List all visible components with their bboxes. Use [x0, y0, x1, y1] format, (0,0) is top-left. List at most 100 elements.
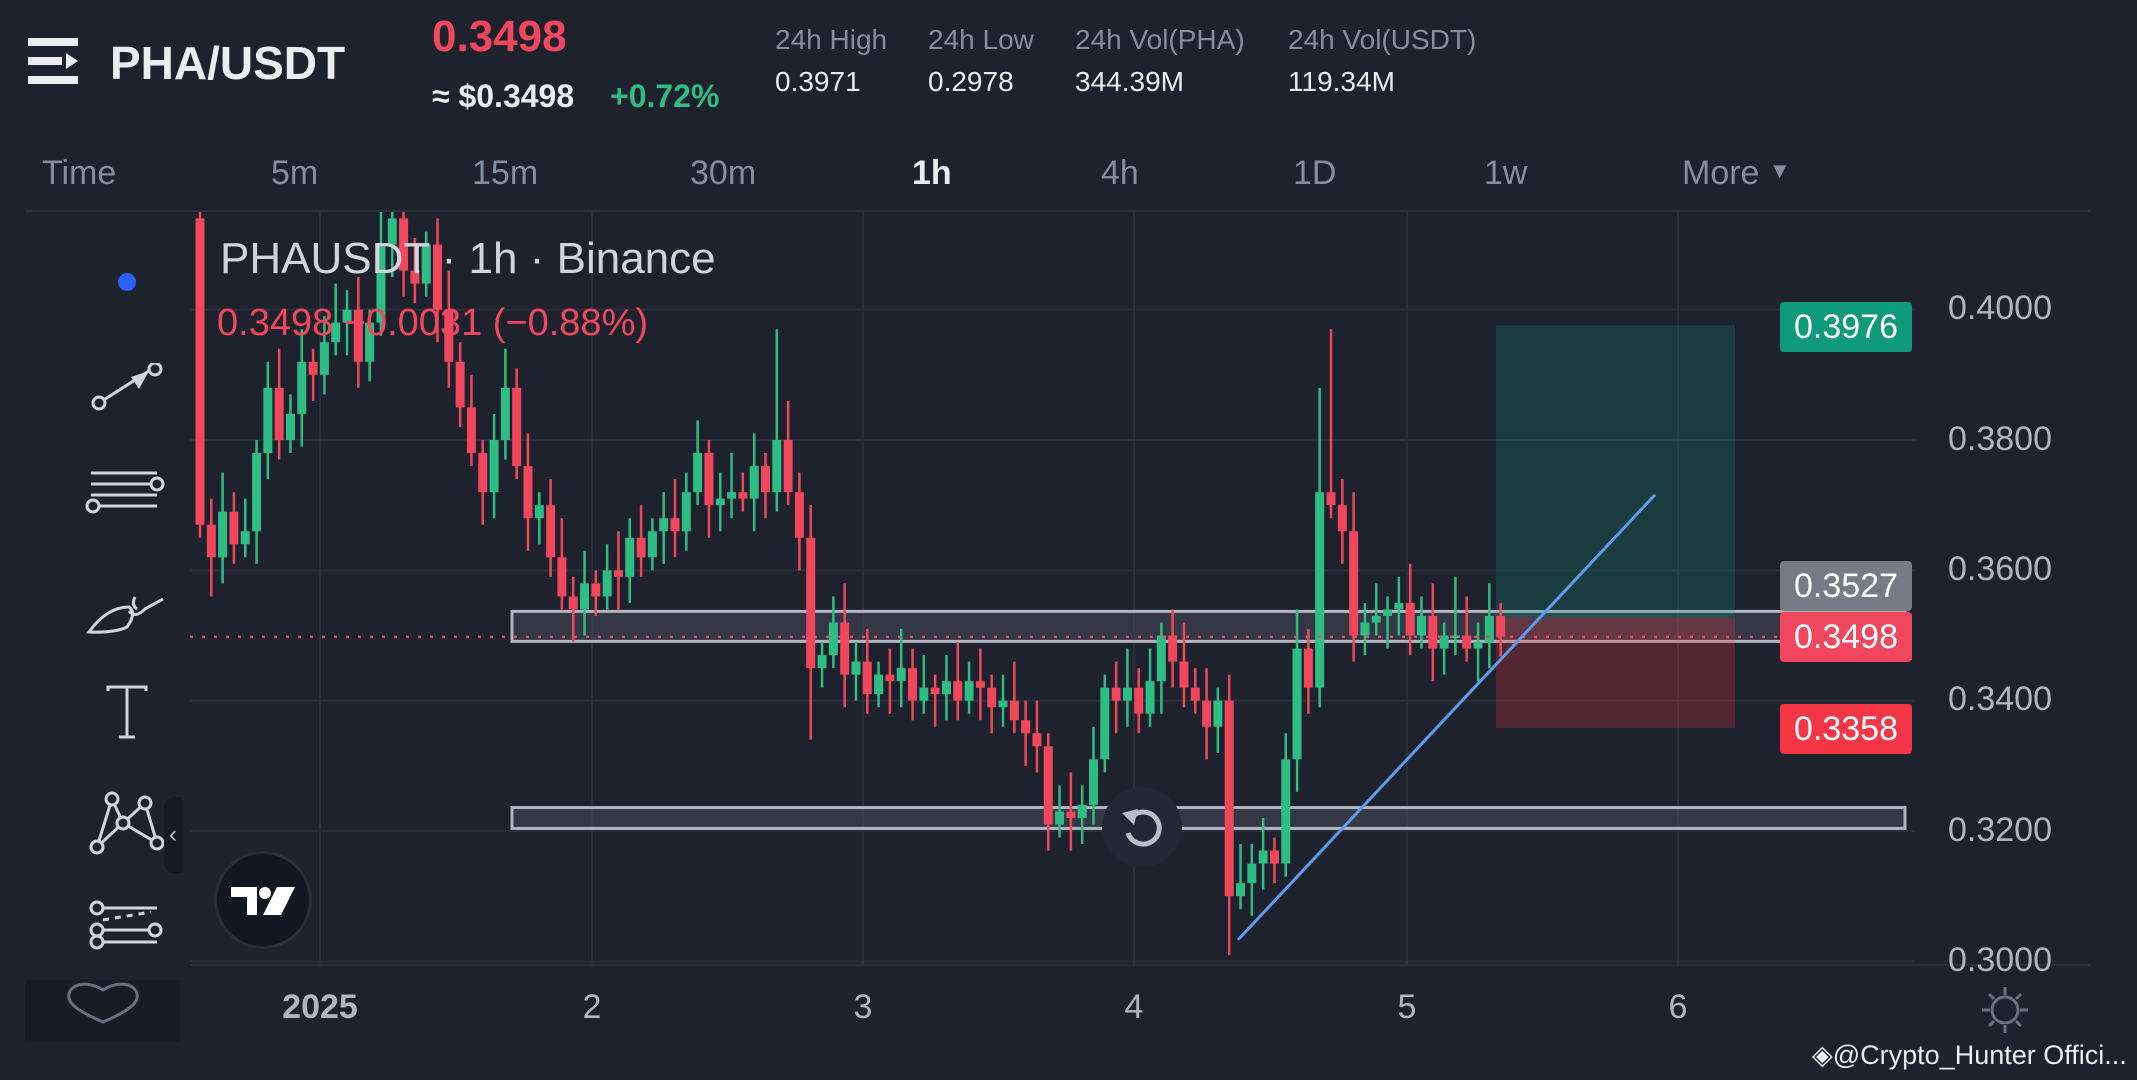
pattern-tool[interactable]: [75, 777, 179, 867]
candle-up: [1315, 492, 1325, 688]
candle-down: [1462, 635, 1472, 649]
candle-up: [376, 244, 386, 323]
rotate-icon: [1122, 809, 1162, 847]
tab-15m[interactable]: 15m: [472, 154, 539, 192]
collapse-toolbar-button[interactable]: ‹: [164, 797, 182, 873]
tab-more[interactable]: More ▼: [1682, 154, 1791, 193]
candle-down: [806, 537, 816, 669]
drawings: [510, 325, 1907, 830]
candle-down: [512, 387, 522, 467]
candle-up: [1439, 635, 1449, 649]
tab-1d[interactable]: 1D: [1293, 154, 1337, 192]
watermark: ◈@Crypto_Hunter Offici...: [1812, 1040, 2127, 1071]
candle-up: [1292, 648, 1302, 760]
candle-down: [1224, 700, 1234, 897]
candle-down: [987, 687, 997, 708]
divider: [25, 210, 2090, 212]
binance-diamond-icon: ◈: [1812, 1040, 1833, 1070]
candle-down: [1303, 648, 1313, 688]
favorites-tool[interactable]: [25, 980, 180, 1042]
candle-down: [591, 583, 601, 597]
candle-down: [1111, 687, 1121, 701]
tradingview-logo[interactable]: [214, 851, 312, 949]
candle-down: [704, 453, 714, 506]
candle-up: [1394, 602, 1404, 610]
trend-line-tool[interactable]: [75, 343, 179, 433]
tradingview-icon: [231, 887, 295, 915]
brush-tool[interactable]: [75, 562, 179, 652]
candle-down: [1179, 661, 1189, 688]
change-percent: +0.72%: [610, 78, 720, 114]
candle-up: [285, 413, 295, 440]
candle-up: [1360, 622, 1370, 636]
candle-down: [761, 466, 770, 493]
candle-up: [365, 322, 375, 362]
date-label: 5: [1397, 988, 1417, 1026]
candle-up: [625, 537, 635, 577]
text-tool[interactable]: [75, 668, 179, 758]
candle-down: [1066, 811, 1076, 818]
candle-down: [794, 492, 804, 538]
candle-down: [636, 537, 646, 558]
settings-icon[interactable]: [1980, 985, 2030, 1035]
crosshair-dot-tool[interactable]: [75, 237, 179, 327]
candle-down: [353, 309, 363, 362]
candle-up: [319, 342, 329, 375]
heart-icon: [66, 982, 139, 1024]
date-label: 4: [1124, 988, 1144, 1026]
candle-down: [568, 596, 578, 610]
candle-up: [659, 518, 669, 532]
candle-up: [252, 453, 262, 532]
candle-down: [1032, 733, 1042, 747]
parallel-lines-tool[interactable]: [75, 452, 179, 542]
stat-label-vol-base: 24h Vol(PHA): [1075, 24, 1245, 55]
candle-down: [308, 361, 318, 375]
fib-retracement-tool[interactable]: [75, 885, 179, 975]
tab-time[interactable]: Time: [42, 154, 117, 192]
stat-value-low: 0.2978: [928, 66, 1014, 97]
pair-title[interactable]: PHA/USDT: [110, 37, 346, 89]
candle-up: [240, 531, 250, 545]
stat-value-high: 0.3971: [775, 66, 861, 97]
candle-down: [953, 681, 963, 701]
tab-30m[interactable]: 30m: [690, 154, 757, 192]
candle-up: [749, 466, 759, 499]
candle-down: [1337, 505, 1347, 532]
date-label: 3: [853, 988, 873, 1026]
chevron-left-icon: ‹: [169, 821, 177, 848]
dot-icon: [118, 273, 136, 291]
last-price-tag: 0.3498: [1780, 612, 1912, 662]
parallel-lines-icon: [85, 471, 165, 514]
stat-value-vol-quote: 119.34M: [1288, 66, 1395, 97]
candle-down: [229, 511, 239, 545]
candle-down: [466, 407, 476, 454]
tab-5m[interactable]: 5m: [271, 154, 319, 192]
reset-chart-button[interactable]: [1102, 787, 1182, 867]
candle-up: [1484, 615, 1494, 643]
candle-up: [941, 681, 951, 695]
tab-1h[interactable]: 1h: [912, 154, 952, 192]
tab-4h[interactable]: 4h: [1101, 154, 1139, 192]
candle-down: [433, 244, 443, 310]
candle-down: [1496, 615, 1506, 637]
price-label: 0.3000: [1948, 941, 2052, 979]
candle-down: [975, 681, 985, 688]
candle-up: [1100, 687, 1110, 760]
candle-down: [1043, 746, 1053, 825]
menu-icon[interactable]: [28, 38, 86, 84]
stop-loss-area: [1496, 617, 1735, 729]
trend-line: [1236, 493, 1657, 941]
date-label: 6: [1668, 988, 1688, 1026]
candle-up: [1088, 759, 1098, 805]
tab-1w[interactable]: 1w: [1484, 154, 1528, 192]
candle-down: [930, 687, 940, 695]
candle-up: [421, 244, 431, 284]
candle-down: [1326, 492, 1336, 506]
candle-up: [1416, 615, 1426, 636]
candle-down: [783, 440, 793, 493]
candles: [195, 212, 1506, 955]
candle-up: [387, 218, 397, 245]
drawing-toolbar: [25, 212, 180, 1042]
candle-down: [1190, 687, 1200, 701]
